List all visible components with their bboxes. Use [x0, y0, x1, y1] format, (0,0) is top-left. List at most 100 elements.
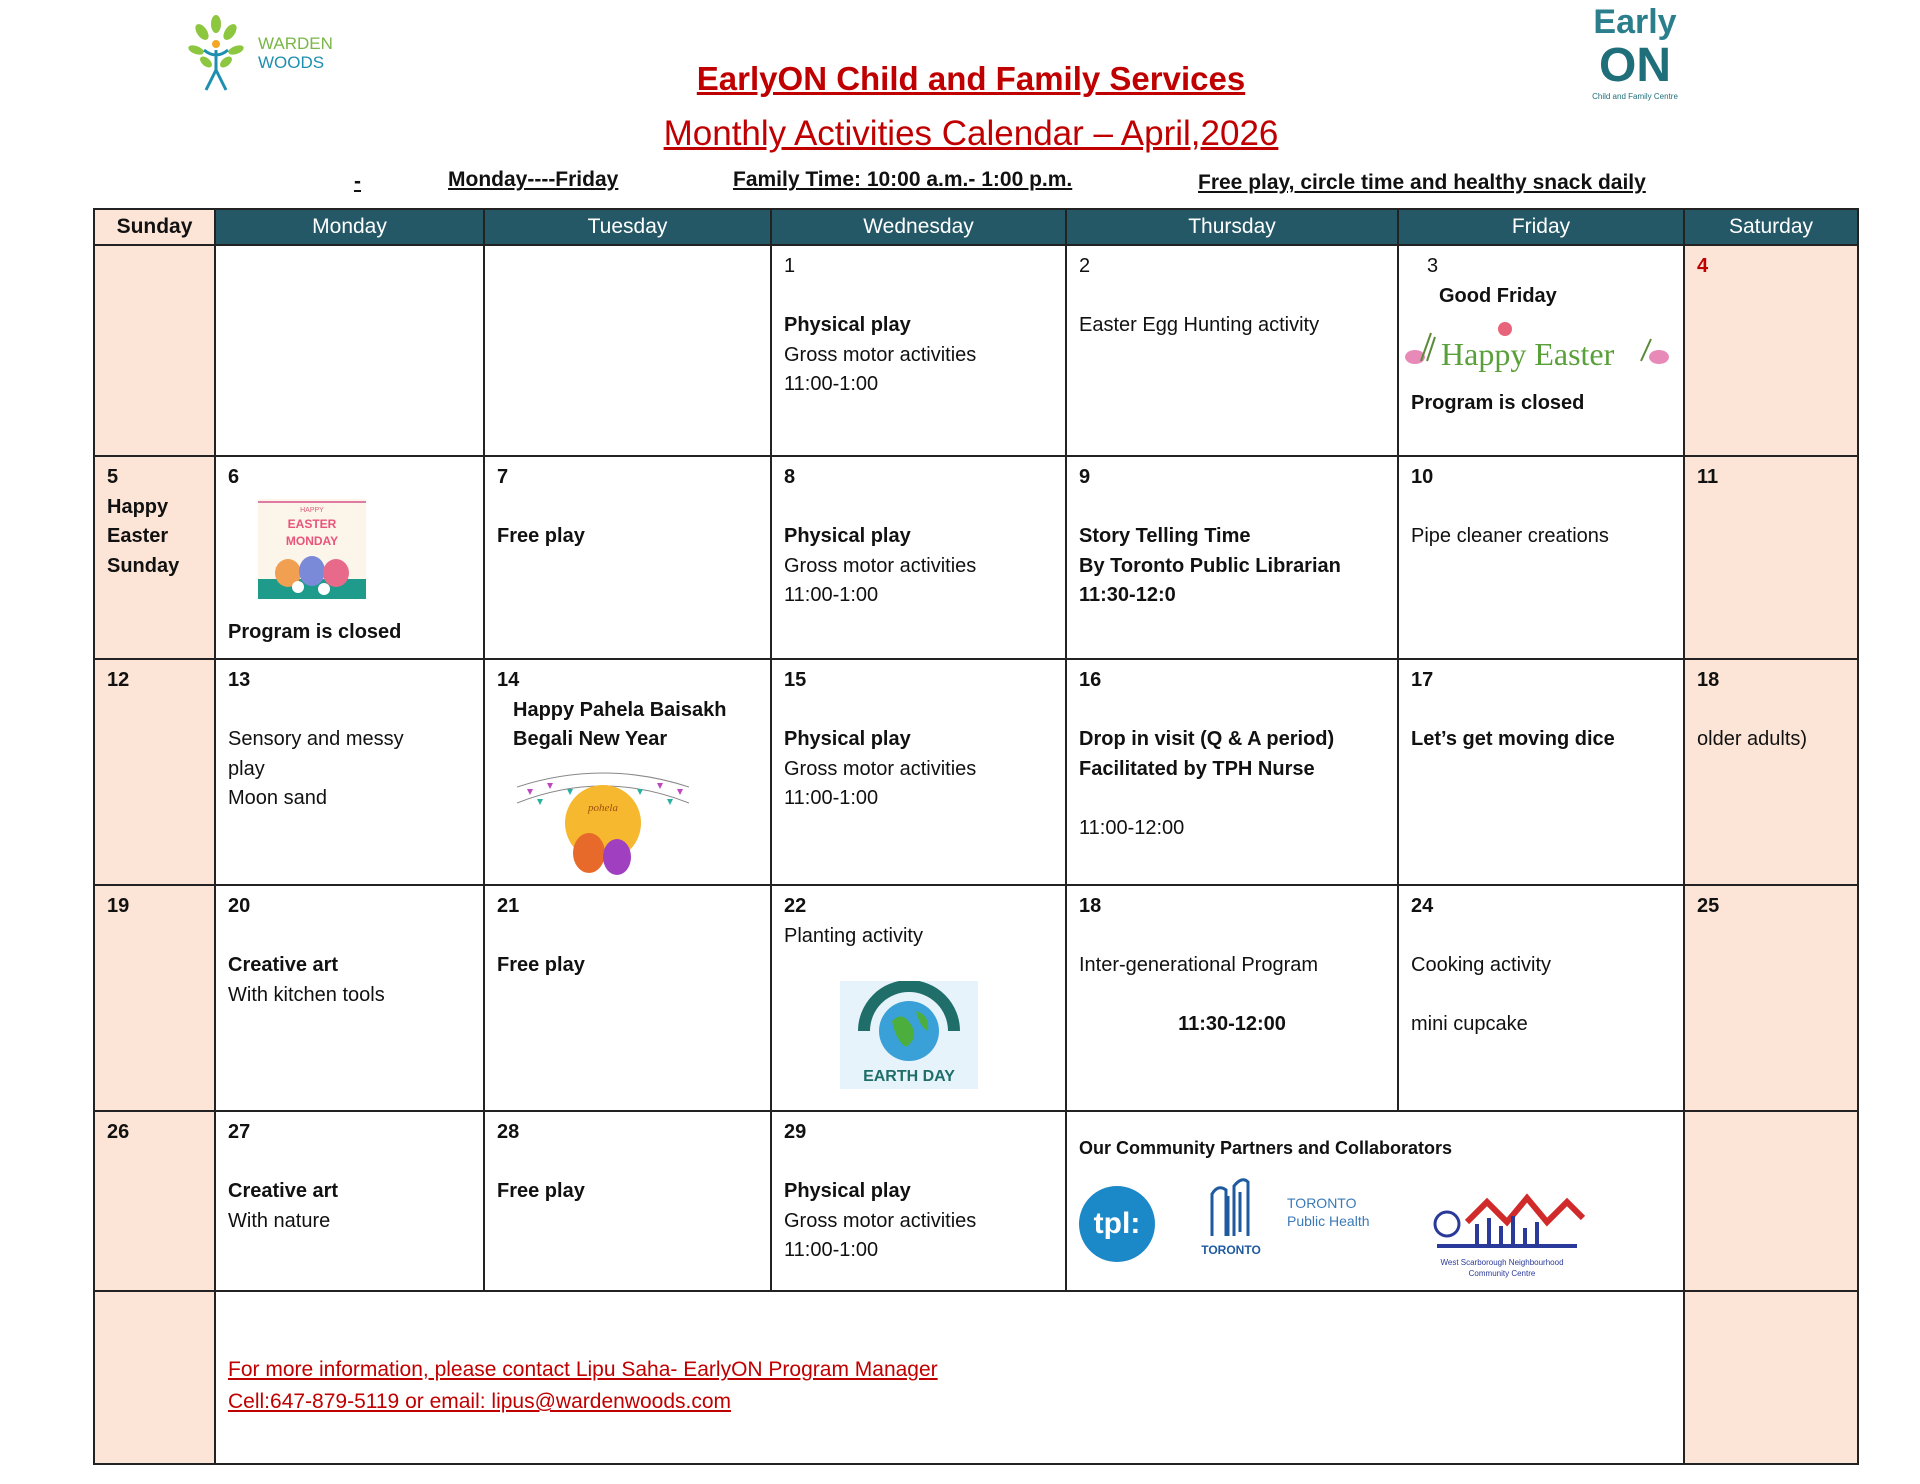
tpl-logo: tpl: [1079, 1186, 1155, 1262]
day-cell-monday: 27 Creative art With nature [214, 1110, 485, 1292]
date-number: 20 [228, 895, 251, 917]
date-number: 18 [1697, 669, 1720, 691]
activity-text: mini cupcake [1411, 1013, 1528, 1035]
day-cell-wednesday: 8 Physical play Gross motor activities 11:0… [770, 455, 1067, 660]
day-cell-wednesday: 1 Physical play Gross motor activities 11:0… [770, 244, 1067, 457]
week-row: 26 27 Creative art With nature 28 Free play 2… [93, 1110, 1859, 1292]
blank-line [1079, 922, 1385, 952]
weekday-header-tuesday: Tuesday [483, 208, 772, 246]
date-number: 1 [784, 255, 796, 277]
footer-saturday-cell [1683, 1290, 1859, 1465]
date-number: 13 [228, 669, 251, 691]
blank-line [497, 922, 758, 952]
day-cell-monday: 13 Sensory and messy play Moon sand [214, 658, 485, 886]
blank-line [1079, 696, 1385, 726]
date-number: 8 [784, 466, 796, 488]
warden-woods-wordmark: WARDEN WOODS [258, 34, 333, 72]
activity-text: play [228, 757, 265, 780]
svg-text:Happy Easter: Happy Easter [1441, 336, 1615, 372]
activity-text: Facilitated by TPH Nurse [1079, 757, 1315, 780]
earth-day-image: EARTH DAY [840, 980, 1053, 1099]
weekday-header-sunday: Sunday [93, 208, 216, 246]
calendar-table: Sunday Monday Tuesday Wednesday Thursday Frid… [93, 208, 1859, 1465]
blank-line [784, 493, 1053, 523]
activity-text: 11:00-1:00 [784, 787, 879, 809]
activity-text: Creative art [228, 1180, 339, 1202]
date-number: 22 [784, 895, 807, 917]
week-row: 5 Happy Easter Sunday 6 HAPPY EASTER MONDAY Prog… [93, 455, 1859, 660]
activity-text: With nature [228, 1209, 331, 1232]
blank-line [228, 1148, 471, 1178]
date-number: 7 [497, 466, 509, 488]
weekday-header-thursday: Thursday [1065, 208, 1399, 246]
activity-text: Planting activity [784, 924, 923, 947]
contact-info: For more information, please contact Lip… [228, 1354, 938, 1418]
partners-cell: Our Community Partners and Collaborators… [1065, 1110, 1685, 1292]
date-number: 21 [497, 895, 520, 917]
weekday-header-monday: Monday [214, 208, 485, 246]
blank-line [1697, 696, 1845, 726]
contact-line-phone-email[interactable]: Cell:647-879-5119 or email: lipus@warden… [228, 1390, 732, 1413]
date-number: 15 [784, 669, 807, 691]
contact-cell: For more information, please contact Lip… [214, 1290, 1685, 1465]
date-number: 10 [1411, 466, 1434, 488]
day-cell-tuesday: 28 Free play [483, 1110, 772, 1292]
day-cell-wednesday: 29 Physical play Gross motor activities 11:… [770, 1110, 1067, 1292]
contact-line-manager: For more information, please contact Lip… [228, 1358, 938, 1381]
date-number: 9 [1079, 466, 1091, 488]
date-number: 28 [497, 1121, 520, 1143]
bullet-mark: - [354, 170, 361, 193]
date-number: 24 [1411, 895, 1434, 917]
day-cell-sunday: 26 [93, 1110, 216, 1292]
activity-text: Let’s get moving dice [1411, 728, 1615, 750]
blank-line [1411, 493, 1671, 523]
date-number: 16 [1079, 669, 1102, 691]
activity-text: Easter [107, 525, 169, 547]
day-cell-monday [214, 244, 485, 457]
day-cell-saturday [1683, 1110, 1859, 1292]
day-cell-monday: 6 HAPPY EASTER MONDAY Program is closed [214, 455, 485, 660]
blank-line [784, 696, 1053, 726]
activity-text: Physical play [784, 525, 911, 547]
day-cell-thursday: 9 Story Telling Time By Toronto Public Lib… [1065, 455, 1399, 660]
toronto-logo: TORONTO [1193, 1176, 1269, 1260]
date-number: 2 [1079, 255, 1091, 277]
activity-text: 11:00-1:00 [784, 373, 879, 395]
day-cell-thursday: 2 Easter Egg Hunting activity [1065, 244, 1399, 457]
day-cell-thursday: 18 Inter-generational Program 11:30-12:00 [1065, 884, 1399, 1112]
blank-line [1411, 696, 1671, 726]
easter-monday-image: HAPPY EASTER MONDAY [258, 498, 471, 609]
activity-text: Sunday [107, 554, 180, 577]
day-cell-saturday: 11 [1683, 455, 1859, 660]
activity-text: By Toronto Public Librarian [1079, 554, 1341, 577]
activity-text: older adults) [1697, 728, 1808, 750]
blank-line [1079, 981, 1385, 1011]
blank-line [1411, 922, 1671, 952]
day-cell-wednesday: 15 Physical play Gross motor activities 11:… [770, 658, 1067, 886]
activity-text: Program is closed [228, 621, 402, 643]
activity-text: Free play [497, 1180, 585, 1202]
blank-line [784, 1148, 1053, 1178]
day-cell-saturday: 25 [1683, 884, 1859, 1112]
date-number: 11 [1697, 466, 1719, 488]
day-cell-monday: 20 Creative art With kitchen tools [214, 884, 485, 1112]
activity-text: Free play [497, 954, 585, 976]
weekday-header-saturday: Saturday [1683, 208, 1859, 246]
activity-text: With kitchen tools [228, 983, 385, 1006]
day-cell-tuesday [483, 244, 772, 457]
date-number: 29 [784, 1121, 807, 1143]
blank-line [1079, 493, 1385, 523]
date-number: 14 [497, 669, 520, 691]
activity-text: Gross motor activities [784, 343, 977, 366]
day-cell-saturday: 4 [1683, 244, 1859, 457]
activity-text: Sensory and messy [228, 728, 404, 750]
day-cell-friday: 3 Good Friday Happy Easter Program is close… [1397, 244, 1685, 457]
activity-text: 11:00-1:00 [784, 1239, 879, 1261]
date-number: 6 [228, 466, 240, 488]
day-cell-sunday: 19 [93, 884, 216, 1112]
tree-person-icon [188, 15, 244, 91]
activity-text: Program is closed [1411, 391, 1585, 414]
activity-text: 11:30-12:00 [1178, 1013, 1286, 1035]
blank-line [497, 1148, 758, 1178]
svg-text:EARTH DAY: EARTH DAY [863, 1068, 955, 1085]
